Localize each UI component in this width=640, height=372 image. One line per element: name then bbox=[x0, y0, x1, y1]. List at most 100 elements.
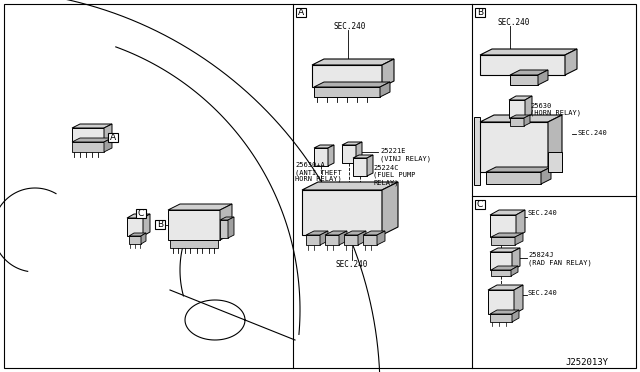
Polygon shape bbox=[302, 182, 398, 190]
Polygon shape bbox=[480, 122, 548, 172]
Polygon shape bbox=[325, 235, 339, 245]
Text: B: B bbox=[477, 8, 483, 17]
Polygon shape bbox=[312, 59, 394, 65]
Polygon shape bbox=[480, 49, 577, 55]
Polygon shape bbox=[510, 70, 548, 75]
Text: 25824J: 25824J bbox=[528, 252, 554, 258]
Text: 25630: 25630 bbox=[530, 103, 551, 109]
Polygon shape bbox=[490, 248, 520, 252]
Polygon shape bbox=[491, 270, 511, 276]
Polygon shape bbox=[358, 231, 366, 245]
Bar bbox=[108, 133, 118, 142]
Polygon shape bbox=[302, 190, 382, 235]
Text: A: A bbox=[298, 8, 304, 17]
Polygon shape bbox=[512, 248, 520, 270]
Text: C: C bbox=[138, 209, 144, 218]
Text: SEC.240: SEC.240 bbox=[577, 130, 607, 136]
Polygon shape bbox=[510, 115, 530, 118]
Polygon shape bbox=[490, 215, 516, 237]
Polygon shape bbox=[377, 231, 385, 245]
Polygon shape bbox=[565, 49, 577, 75]
Polygon shape bbox=[104, 124, 112, 142]
Polygon shape bbox=[129, 236, 141, 244]
Polygon shape bbox=[314, 148, 328, 166]
Polygon shape bbox=[516, 210, 525, 237]
Polygon shape bbox=[228, 217, 234, 238]
Text: (ANTI THEFT: (ANTI THEFT bbox=[295, 169, 342, 176]
Polygon shape bbox=[141, 233, 146, 244]
Polygon shape bbox=[129, 233, 146, 236]
Polygon shape bbox=[72, 142, 104, 152]
Polygon shape bbox=[490, 310, 519, 314]
Polygon shape bbox=[342, 145, 356, 163]
Polygon shape bbox=[515, 233, 523, 245]
Polygon shape bbox=[524, 115, 530, 126]
Text: SEC.240: SEC.240 bbox=[333, 22, 365, 31]
Polygon shape bbox=[328, 145, 334, 166]
Text: B: B bbox=[157, 220, 163, 229]
Polygon shape bbox=[342, 142, 362, 145]
Polygon shape bbox=[314, 145, 334, 148]
Bar bbox=[136, 209, 146, 218]
Polygon shape bbox=[480, 55, 565, 75]
Text: (RAD FAN RELAY): (RAD FAN RELAY) bbox=[528, 259, 592, 266]
Polygon shape bbox=[220, 217, 234, 220]
Text: 25630+A: 25630+A bbox=[295, 162, 324, 168]
Polygon shape bbox=[509, 96, 532, 100]
Polygon shape bbox=[510, 118, 524, 126]
Polygon shape bbox=[220, 204, 232, 240]
Polygon shape bbox=[220, 220, 228, 238]
Text: HORN RELAY): HORN RELAY) bbox=[295, 176, 342, 183]
Text: 25224C: 25224C bbox=[373, 165, 399, 171]
Polygon shape bbox=[320, 231, 328, 245]
Polygon shape bbox=[339, 231, 347, 245]
Polygon shape bbox=[488, 290, 514, 314]
Polygon shape bbox=[486, 172, 541, 184]
Polygon shape bbox=[104, 138, 112, 152]
Polygon shape bbox=[486, 167, 551, 172]
Polygon shape bbox=[510, 75, 538, 85]
Polygon shape bbox=[480, 115, 562, 122]
Bar bbox=[475, 8, 485, 17]
Polygon shape bbox=[512, 310, 519, 322]
Polygon shape bbox=[490, 210, 525, 215]
Polygon shape bbox=[491, 266, 518, 270]
Polygon shape bbox=[356, 142, 362, 163]
Polygon shape bbox=[306, 231, 328, 235]
Text: SEC.240: SEC.240 bbox=[498, 18, 531, 27]
Bar bbox=[548, 152, 562, 172]
Text: SEC.240: SEC.240 bbox=[528, 210, 557, 216]
Text: (HORN RELAY): (HORN RELAY) bbox=[530, 110, 581, 116]
Text: RELAY): RELAY) bbox=[373, 179, 399, 186]
Bar bbox=[474, 117, 480, 185]
Polygon shape bbox=[538, 70, 548, 85]
Polygon shape bbox=[168, 204, 232, 210]
Text: (VINJ RELAY): (VINJ RELAY) bbox=[380, 155, 431, 161]
Polygon shape bbox=[367, 155, 373, 176]
Polygon shape bbox=[509, 100, 525, 118]
Polygon shape bbox=[525, 96, 532, 118]
Polygon shape bbox=[312, 65, 382, 87]
Text: A: A bbox=[110, 133, 116, 142]
Polygon shape bbox=[325, 231, 347, 235]
Text: 25221E: 25221E bbox=[380, 148, 406, 154]
Polygon shape bbox=[491, 237, 515, 245]
Polygon shape bbox=[72, 128, 104, 142]
Bar bbox=[296, 8, 306, 17]
Polygon shape bbox=[490, 252, 512, 270]
Text: SEC.240: SEC.240 bbox=[335, 260, 367, 269]
Polygon shape bbox=[306, 235, 320, 245]
Polygon shape bbox=[143, 214, 150, 236]
Bar bbox=[170, 240, 218, 248]
Bar bbox=[475, 200, 485, 209]
Polygon shape bbox=[490, 314, 512, 322]
Polygon shape bbox=[353, 158, 367, 176]
Polygon shape bbox=[363, 231, 385, 235]
Polygon shape bbox=[344, 235, 358, 245]
Text: (FUEL PUMP: (FUEL PUMP bbox=[373, 172, 415, 179]
Polygon shape bbox=[511, 266, 518, 276]
Text: J252013Y: J252013Y bbox=[565, 358, 608, 367]
Bar bbox=[155, 220, 165, 229]
Polygon shape bbox=[168, 210, 220, 240]
Polygon shape bbox=[314, 87, 380, 97]
